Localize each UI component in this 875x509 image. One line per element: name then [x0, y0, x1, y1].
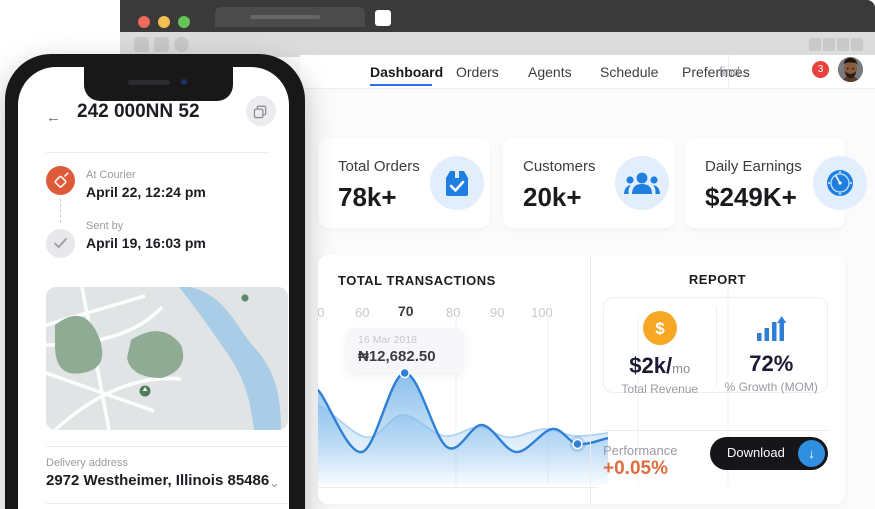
svg-text:$: $ — [655, 319, 665, 338]
